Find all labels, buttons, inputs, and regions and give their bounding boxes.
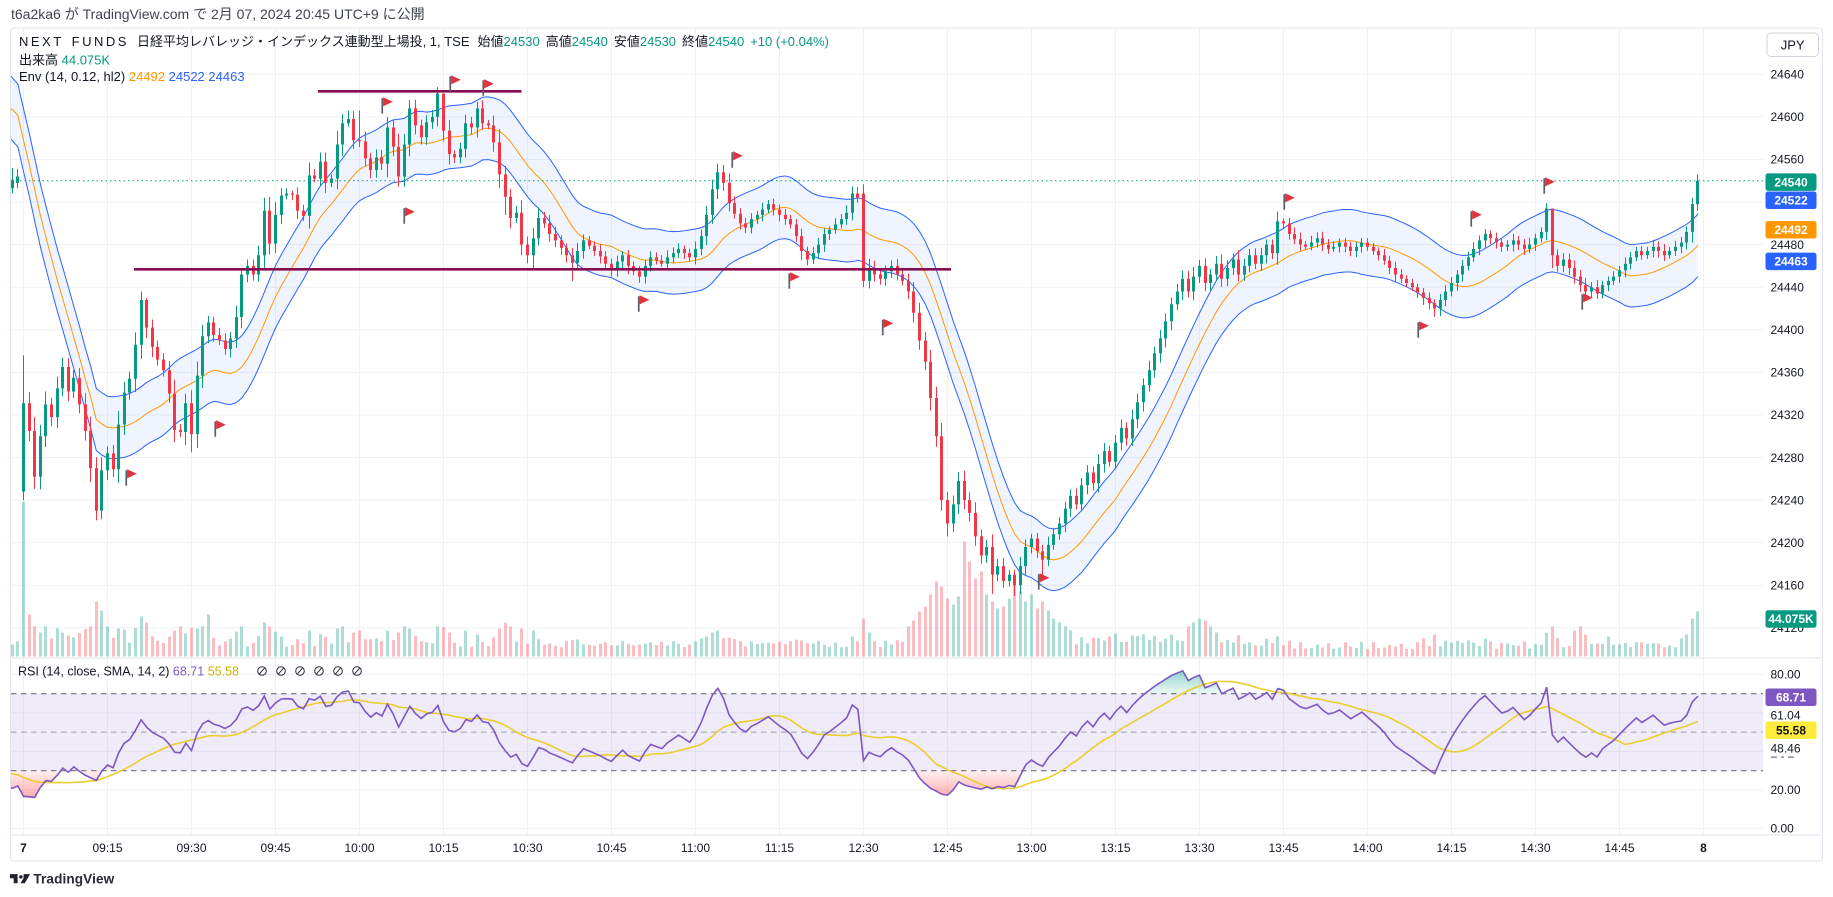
svg-text:13:45: 13:45 — [1268, 841, 1298, 855]
svg-text:7: 7 — [20, 841, 27, 855]
svg-text:80.00: 80.00 — [1771, 668, 1801, 682]
svg-text:24540: 24540 — [1774, 175, 1808, 189]
svg-text:24360: 24360 — [1771, 366, 1805, 380]
svg-text:14:00: 14:00 — [1352, 841, 1382, 855]
svg-text:10:15: 10:15 — [428, 841, 458, 855]
svg-text:68.71: 68.71 — [1776, 691, 1806, 705]
svg-text:出来高 44.075K: 出来高 44.075K — [19, 53, 110, 68]
svg-text:24463: 24463 — [1774, 255, 1808, 269]
svg-text:14:30: 14:30 — [1520, 841, 1550, 855]
svg-text:24480: 24480 — [1771, 238, 1805, 252]
svg-text:13:00: 13:00 — [1016, 841, 1046, 855]
svg-text:12:30: 12:30 — [848, 841, 878, 855]
svg-text:10:30: 10:30 — [512, 841, 542, 855]
svg-text:24440: 24440 — [1771, 280, 1805, 294]
svg-text:09:45: 09:45 — [260, 841, 290, 855]
svg-text:44.075K: 44.075K — [1768, 612, 1814, 626]
svg-text:10:00: 10:00 — [344, 841, 374, 855]
svg-text:24240: 24240 — [1771, 493, 1805, 507]
svg-text:61.04: 61.04 — [1771, 708, 1801, 722]
svg-text:0.00: 0.00 — [1771, 822, 1795, 836]
svg-text:10:45: 10:45 — [596, 841, 626, 855]
svg-text:24522: 24522 — [1774, 194, 1808, 208]
svg-text:24200: 24200 — [1771, 536, 1805, 550]
svg-text:24400: 24400 — [1771, 323, 1805, 337]
svg-text:RSI (14, close, SMA, 14, 2) 68: RSI (14, close, SMA, 14, 2) 68.71 55.58 — [18, 665, 239, 679]
svg-text:24280: 24280 — [1771, 451, 1805, 465]
svg-text:14:45: 14:45 — [1604, 841, 1634, 855]
svg-text:55.58: 55.58 — [1776, 724, 1806, 738]
svg-text:11:00: 11:00 — [681, 841, 710, 855]
svg-text:20.00: 20.00 — [1771, 783, 1801, 797]
svg-text:Env (14, 0.12, hl2) 24492 2452: Env (14, 0.12, hl2) 24492 24522 24463 — [19, 69, 245, 84]
svg-text:24640: 24640 — [1771, 68, 1805, 82]
svg-text:48.46: 48.46 — [1771, 741, 1801, 755]
svg-text:14:15: 14:15 — [1436, 841, 1466, 855]
svg-text:TradingView: TradingView — [33, 872, 114, 887]
svg-text:09:30: 09:30 — [176, 841, 206, 855]
svg-text:09:15: 09:15 — [92, 841, 122, 855]
svg-text:8: 8 — [1700, 841, 1707, 855]
svg-text:24320: 24320 — [1771, 408, 1805, 422]
svg-text:13:15: 13:15 — [1100, 841, 1130, 855]
svg-text:24492: 24492 — [1774, 223, 1808, 237]
svg-text:24600: 24600 — [1771, 110, 1805, 124]
svg-text:13:30: 13:30 — [1184, 841, 1214, 855]
svg-text:11:15: 11:15 — [765, 841, 794, 855]
svg-text:JPY: JPY — [1781, 38, 1805, 53]
svg-text:t6a2ka6 が TradingView.com で 2月: t6a2ka6 が TradingView.com で 2月 07, 2024 … — [11, 6, 425, 22]
svg-text:24560: 24560 — [1771, 153, 1805, 167]
svg-text:12:45: 12:45 — [932, 841, 962, 855]
svg-text:24160: 24160 — [1771, 579, 1805, 593]
